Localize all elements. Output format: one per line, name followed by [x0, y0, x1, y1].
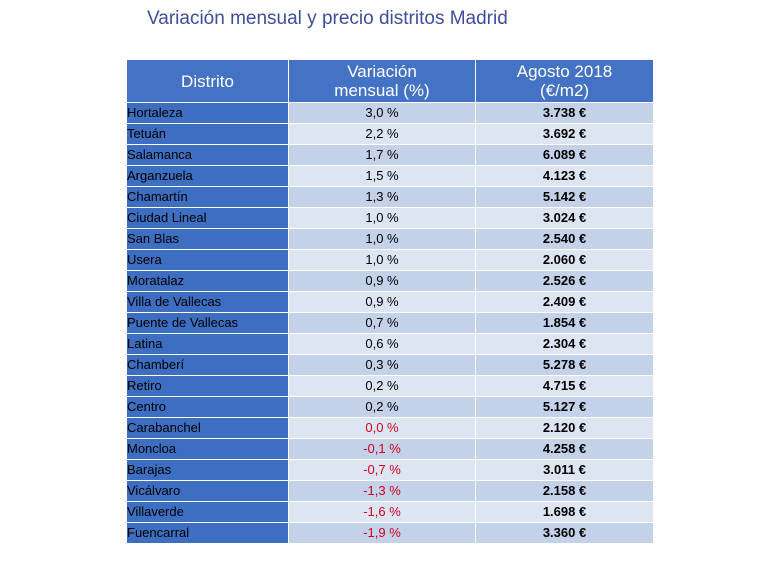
table-row: Ciudad Lineal 1,0 % 3.024 € [126, 207, 654, 229]
district-name-cell: Chamberí [126, 354, 289, 376]
table-body: Hortaleza 3,0 % 3.738 € Tetuán 2,2 % 3.692 € S… [126, 102, 654, 544]
price-cell: 4.258 € [475, 438, 654, 460]
district-name-cell: Villa de Vallecas [126, 291, 289, 313]
price-cell: 2.060 € [475, 249, 654, 271]
district-name-cell: Latina [126, 333, 289, 355]
table-row: Villa de Vallecas 0,9 % 2.409 € [126, 291, 654, 313]
district-name-cell: Carabanchel [126, 417, 289, 439]
variation-cell: 1,0 % [288, 207, 476, 229]
table-row: Hortaleza 3,0 % 3.738 € [126, 102, 654, 124]
variation-cell: 1,3 % [288, 186, 476, 208]
variation-cell: 0,2 % [288, 375, 476, 397]
table-row: Barajas -0,7 % 3.011 € [126, 459, 654, 481]
variation-cell: 0,2 % [288, 396, 476, 418]
variation-cell: 0,9 % [288, 270, 476, 292]
header-district: Distrito [126, 59, 289, 103]
district-name-cell: Tetuán [126, 123, 289, 145]
price-cell: 3.692 € [475, 123, 654, 145]
table-row: San Blas 1,0 % 2.540 € [126, 228, 654, 250]
table-header-row: Distrito Variación mensual (%) Agosto 20… [126, 59, 654, 103]
district-name-cell: Villaverde [126, 501, 289, 523]
price-cell: 1.698 € [475, 501, 654, 523]
price-cell: 4.715 € [475, 375, 654, 397]
page-title: Variación mensual y precio distritos Mad… [147, 8, 508, 29]
district-name-cell: Hortaleza [126, 102, 289, 124]
price-cell: 4.123 € [475, 165, 654, 187]
table-row: Carabanchel 0,0 % 2.120 € [126, 417, 654, 439]
price-cell: 2.526 € [475, 270, 654, 292]
header-price: Agosto 2018 (€/m2) [475, 59, 654, 103]
price-cell: 1.854 € [475, 312, 654, 334]
price-cell: 2.120 € [475, 417, 654, 439]
district-name-cell: San Blas [126, 228, 289, 250]
district-name-cell: Barajas [126, 459, 289, 481]
variation-cell: 0,0 % [288, 417, 476, 439]
variation-cell: 0,3 % [288, 354, 476, 376]
table-row: Chamartín 1,3 % 5.142 € [126, 186, 654, 208]
district-name-cell: Salamanca [126, 144, 289, 166]
variation-cell: 3,0 % [288, 102, 476, 124]
variation-cell: 0,7 % [288, 312, 476, 334]
district-name-cell: Vicálvaro [126, 480, 289, 502]
table-row: Villaverde -1,6 % 1.698 € [126, 501, 654, 523]
table-row: Chamberí 0,3 % 5.278 € [126, 354, 654, 376]
district-name-cell: Retiro [126, 375, 289, 397]
table-row: Moncloa -0,1 % 4.258 € [126, 438, 654, 460]
table-row: Centro 0,2 % 5.127 € [126, 396, 654, 418]
price-cell: 5.127 € [475, 396, 654, 418]
variation-cell: -1,6 % [288, 501, 476, 523]
price-cell: 3.738 € [475, 102, 654, 124]
price-cell: 3.011 € [475, 459, 654, 481]
price-cell: 2.409 € [475, 291, 654, 313]
district-name-cell: Arganzuela [126, 165, 289, 187]
price-cell: 5.278 € [475, 354, 654, 376]
district-name-cell: Fuencarral [126, 522, 289, 544]
table-row: Fuencarral -1,9 % 3.360 € [126, 522, 654, 544]
variation-cell: 1,0 % [288, 228, 476, 250]
price-cell: 6.089 € [475, 144, 654, 166]
district-name-cell: Usera [126, 249, 289, 271]
district-name-cell: Centro [126, 396, 289, 418]
price-cell: 2.158 € [475, 480, 654, 502]
table-row: Salamanca 1,7 % 6.089 € [126, 144, 654, 166]
header-variation: Variación mensual (%) [288, 59, 476, 103]
district-name-cell: Moncloa [126, 438, 289, 460]
table-row: Moratalaz 0,9 % 2.526 € [126, 270, 654, 292]
variation-cell: -0,7 % [288, 459, 476, 481]
price-cell: 3.024 € [475, 207, 654, 229]
variation-cell: 2,2 % [288, 123, 476, 145]
price-cell: 5.142 € [475, 186, 654, 208]
variation-cell: 1,5 % [288, 165, 476, 187]
table-row: Retiro 0,2 % 4.715 € [126, 375, 654, 397]
header-variation-line1: Variación [347, 62, 417, 81]
header-variation-line2: mensual (%) [334, 81, 430, 100]
variation-cell: -1,9 % [288, 522, 476, 544]
district-name-cell: Moratalaz [126, 270, 289, 292]
district-table: Distrito Variación mensual (%) Agosto 20… [126, 59, 654, 544]
variation-cell: 0,9 % [288, 291, 476, 313]
price-cell: 3.360 € [475, 522, 654, 544]
price-cell: 2.304 € [475, 333, 654, 355]
header-district-label: Distrito [181, 71, 234, 91]
table-row: Puente de Vallecas 0,7 % 1.854 € [126, 312, 654, 334]
header-price-line2: (€/m2) [539, 81, 590, 100]
table-row: Arganzuela 1,5 % 4.123 € [126, 165, 654, 187]
district-name-cell: Chamartín [126, 186, 289, 208]
district-name-cell: Ciudad Lineal [126, 207, 289, 229]
variation-cell: -0,1 % [288, 438, 476, 460]
header-price-line1: Agosto 2018 [516, 62, 613, 81]
variation-cell: 1,0 % [288, 249, 476, 271]
variation-cell: -1,3 % [288, 480, 476, 502]
table-row: Vicálvaro -1,3 % 2.158 € [126, 480, 654, 502]
price-cell: 2.540 € [475, 228, 654, 250]
variation-cell: 0,6 % [288, 333, 476, 355]
table-row: Tetuán 2,2 % 3.692 € [126, 123, 654, 145]
variation-cell: 1,7 % [288, 144, 476, 166]
district-name-cell: Puente de Vallecas [126, 312, 289, 334]
table-row: Latina 0,6 % 2.304 € [126, 333, 654, 355]
table-row: Usera 1,0 % 2.060 € [126, 249, 654, 271]
